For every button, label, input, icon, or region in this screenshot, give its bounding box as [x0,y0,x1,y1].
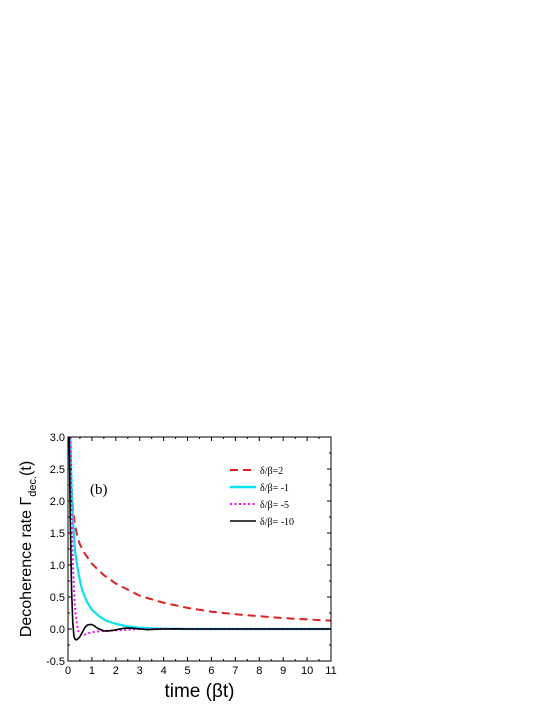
x-tick-label: 3 [137,665,143,677]
x-tick-label: 6 [208,665,214,677]
x-tick-label: 8 [256,665,262,677]
x-tick-label: 5 [184,665,190,677]
x-tick-label: 7 [232,665,238,677]
x-tick-label: 10 [301,665,313,677]
x-tick-label: 9 [280,665,286,677]
y-axis-title-main: Decoherence rate Γ [18,497,35,638]
y-tick-label: 1.0 [50,560,65,572]
series-line-2 [69,437,331,631]
y-tick-label: 0.0 [50,624,65,636]
y-tick-label: 2.0 [50,496,65,508]
x-axis-title: time (βt) [164,681,234,702]
x-tick-label: 2 [113,665,119,677]
x-tick-label: 11 [325,665,336,677]
plot-frame [67,436,332,662]
panel-label: (b) [90,482,108,498]
y-tick-label: 0.5 [50,592,65,604]
x-tick-label: 1 [89,665,95,677]
legend-label-4: δ/β= -10 [260,517,294,528]
legend: δ/β=2 δ/β= -1 δ/β= -5 δ/β= -10 [230,466,294,528]
x-tick-label: 0 [65,665,71,677]
x-tick-label: 4 [161,665,167,677]
series-line-3 [69,437,331,637]
y-axis-title-tail: (t) [18,461,35,476]
series-line-1 [68,437,331,622]
legend-label-2: δ/β= -1 [260,483,289,494]
legend-label-1: δ/β=2 [260,466,283,477]
y-tick-label: -0.5 [46,656,65,668]
y-tick-label: 3.0 [50,432,65,444]
y-axis-title: Decoherence rate Γdec.(t) [18,461,39,637]
legend-label-3: δ/β= -5 [260,500,289,511]
y-tick-label: 2.5 [50,464,65,476]
axes-layer [67,436,332,662]
labels-layer: 0 1 2 3 4 5 6 7 8 9 10 11 -0.5 0.0 0.5 1.0 1.5 2.0 2.5 3.0 t… [18,432,337,702]
series-layer [68,437,331,641]
y-tick-label: 1.5 [50,528,65,540]
y-axis-title-sub: dec. [27,476,39,497]
series-line-4 [68,437,331,641]
